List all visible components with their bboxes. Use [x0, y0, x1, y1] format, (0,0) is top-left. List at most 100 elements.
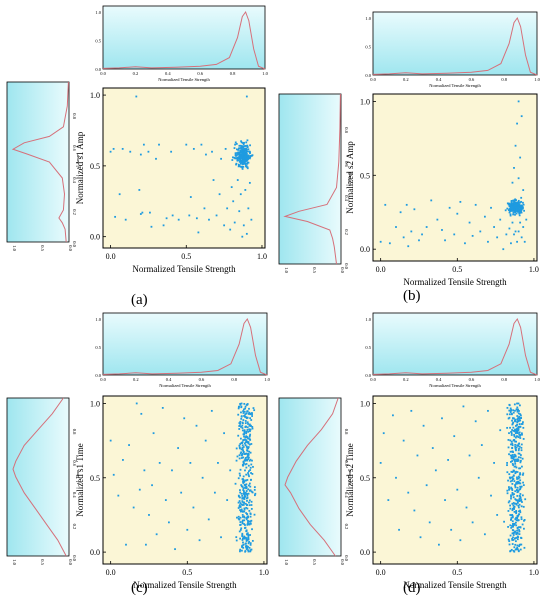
data-point: [248, 411, 251, 414]
data-point: [243, 156, 246, 159]
data-point: [244, 416, 246, 418]
data-point: [189, 462, 192, 464]
data-point: [514, 498, 517, 501]
top-y-tick-label: 0.5: [365, 345, 371, 350]
data-point: [234, 152, 237, 155]
side-axis-label: s2 Amp: [347, 171, 352, 186]
data-point: [514, 472, 517, 475]
data-point: [188, 214, 191, 217]
data-point: [249, 520, 252, 523]
data-point: [244, 155, 247, 158]
data-point: [238, 155, 241, 157]
data-point: [245, 439, 248, 442]
data-point: [249, 469, 252, 471]
data-point: [520, 416, 522, 419]
data-point: [239, 537, 241, 540]
panel-label-d-text: (d): [403, 580, 421, 596]
data-point: [239, 443, 242, 445]
y-axis-label: Normalized s2 Amp: [345, 141, 355, 214]
data-point: [242, 149, 244, 152]
data-point: [247, 413, 250, 415]
data-point: [238, 160, 241, 163]
data-point: [251, 427, 254, 430]
data-point: [520, 485, 523, 488]
side-axis-label: s1 Time: [75, 470, 80, 484]
x-axis-label: Normalized Tensile Strength: [133, 580, 237, 590]
top-x-tick-label: 1.0: [262, 71, 268, 76]
data-point: [232, 200, 235, 203]
data-point: [243, 147, 246, 150]
data-point: [234, 153, 237, 156]
data-point: [513, 417, 515, 420]
top-y-tick-label: 1.0: [365, 317, 371, 322]
data-point: [240, 415, 243, 418]
side-y-tick-label: 0.4: [72, 492, 77, 498]
data-point: [434, 469, 437, 472]
data-point: [510, 432, 513, 435]
data-point: [242, 165, 245, 168]
data-point: [516, 122, 518, 125]
data-point: [250, 443, 253, 445]
data-point: [239, 523, 242, 526]
data-point: [241, 514, 244, 516]
x-density-curve: [372, 16, 538, 76]
data-point: [248, 456, 250, 459]
data-point: [520, 414, 522, 417]
y-tick-label: 0.0: [360, 548, 370, 557]
data-point: [243, 438, 246, 441]
data-point: [515, 429, 518, 432]
side-marginal-area: [6, 81, 70, 243]
data-point: [246, 507, 249, 510]
data-point: [514, 206, 517, 209]
data-point: [511, 476, 514, 478]
data-point: [517, 427, 520, 430]
data-point: [511, 460, 514, 462]
data-point: [239, 437, 242, 440]
data-point: [514, 486, 517, 489]
data-point: [510, 470, 513, 473]
data-point: [243, 435, 245, 438]
data-point: [512, 199, 515, 202]
data-point: [509, 460, 512, 463]
data-point: [522, 421, 524, 424]
data-point: [503, 520, 505, 523]
data-point: [516, 517, 519, 520]
data-point: [444, 499, 446, 501]
data-point: [506, 426, 509, 429]
side-y-tick-label: 0.0: [72, 241, 77, 247]
data-point: [507, 526, 509, 528]
data-point: [243, 523, 246, 525]
data-point: [522, 438, 525, 440]
side-marginal-area: [278, 93, 342, 265]
data-point: [239, 162, 242, 165]
data-point: [514, 484, 517, 486]
data-point: [511, 221, 514, 224]
top-axis-label: Normalized Tensile Strength: [429, 83, 481, 88]
data-point: [515, 466, 518, 469]
data-point: [517, 490, 520, 493]
data-point: [241, 500, 244, 503]
top-x-tick-label: 0.6: [469, 77, 475, 82]
data-point: [511, 479, 514, 482]
data-point: [243, 510, 246, 513]
data-point: [138, 189, 141, 191]
top-axis-label: Normalized Tensile Strength: [159, 383, 211, 388]
top-y-tick-label: 0.0: [95, 67, 101, 72]
data-point: [238, 444, 241, 447]
data-point: [248, 407, 250, 410]
data-point: [521, 206, 524, 209]
x-tick-label: 1.0: [257, 252, 267, 261]
data-point: [242, 146, 244, 149]
data-point: [512, 504, 515, 507]
data-point: [237, 515, 240, 518]
data-point: [513, 208, 516, 211]
data-point: [245, 545, 247, 548]
data-point: [118, 193, 121, 196]
top-x-tick-label: 0.8: [230, 71, 236, 76]
data-point: [238, 152, 241, 155]
data-point: [517, 203, 520, 206]
data-point: [241, 453, 244, 455]
data-point: [245, 416, 248, 419]
data-point: [253, 488, 256, 491]
top-x-tick-label: 0.0: [370, 377, 376, 382]
